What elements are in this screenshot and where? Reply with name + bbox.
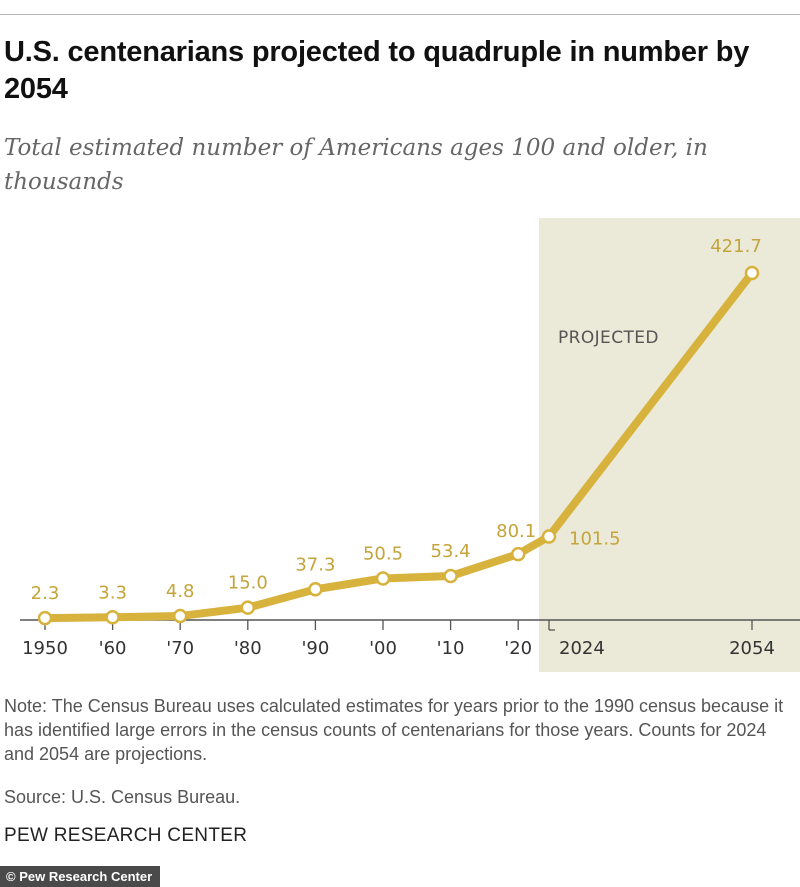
data-label-'90: 37.3 [295,554,335,575]
data-label-2054: 421.7 [710,236,762,257]
chart-title: U.S. centenarians projected to quadruple… [4,36,750,105]
x-tick-label-'70: '70 [166,638,194,659]
series-line [41,269,756,623]
data-label-'60: 3.3 [98,582,127,603]
data-point-2054 [744,265,760,281]
projected-shaded-region [539,218,800,672]
top-rule [0,14,800,15]
credit-badge: © Pew Research Center [0,866,161,887]
x-tick-label-2054: 2054 [729,638,775,659]
data-label-'20: 80.1 [496,521,536,542]
data-point-2024 [541,529,557,544]
data-point-'60 [105,610,120,625]
x-tick-label-'80: '80 [234,638,262,659]
data-point-'10 [443,568,458,584]
data-point-'20 [510,546,526,562]
data-label-'70: 4.8 [166,581,195,602]
x-tick-label-'60: '60 [99,638,127,659]
data-label-'00: 50.5 [363,543,403,564]
data-point-1950 [37,610,53,626]
data-label-'10: 53.4 [431,541,471,562]
x-tick-label-'90: '90 [301,638,329,659]
chart-note: Note: The Census Bureau uses calculated … [4,696,784,764]
data-label-1950: 2.3 [31,583,60,604]
data-point-'80 [240,600,256,615]
x-tick-label-2024: 2024 [559,638,605,659]
brand-name: PEW RESEARCH CENTER [4,825,248,846]
projected-label: PROJECTED [558,328,659,348]
data-labels: 2.3 3.3 4.8 15.0 37.3 50.5 53.4 80.1 101.5 421.7 [31,236,762,604]
x-tick-label-'10: '10 [437,638,465,659]
data-points [37,265,760,626]
chart-subtitle: Total estimated number of Americans ages… [4,135,708,195]
x-axis-ticks: 1950 '60 '70 '80 '90 '00 '10 '20 2024 2054 [22,620,775,659]
x-tick-label-'20: '20 [504,638,532,659]
chart-source: Source: U.S. Census Bureau. [4,787,241,807]
line-chart: PROJECTED 1950 '60 '70 '80 '90 '00 '10 '20 2024 2… [20,218,800,672]
data-point-'70 [172,608,188,624]
x-tick-label-'00: '00 [369,638,397,659]
data-point-'00 [375,571,391,586]
x-tick-label-1950: 1950 [22,638,68,659]
data-point-'90 [308,582,323,597]
data-label-2024: 101.5 [569,528,621,549]
data-label-'80: 15.0 [228,573,268,594]
